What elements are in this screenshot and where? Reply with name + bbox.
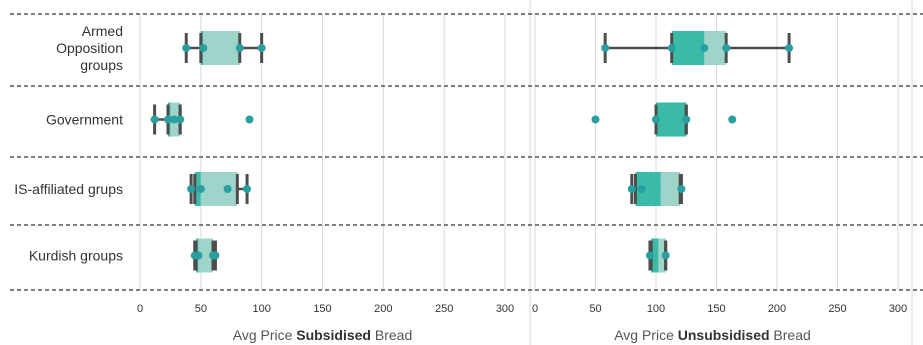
x-axis-title-suffix: Bread [371, 327, 412, 343]
x-tick-label: 250 [828, 303, 846, 315]
data-point [661, 251, 670, 260]
data-point [235, 44, 244, 52]
x-tick-label: 150 [313, 303, 331, 315]
data-point [245, 115, 254, 124]
x-tick-label: 50 [589, 303, 601, 315]
box-upper [203, 31, 240, 65]
x-tick-label: 150 [707, 303, 725, 315]
category-label: Kurdish groups [29, 248, 123, 264]
box-lower [651, 238, 659, 273]
x-tick-label: 0 [137, 303, 143, 315]
category-label-line: groups [80, 57, 123, 73]
x-axis-title-bold: Subsidised [296, 327, 371, 343]
data-point [150, 115, 159, 124]
box-group [182, 31, 266, 65]
box-upper [198, 238, 213, 273]
box-lower [656, 102, 687, 137]
x-axis-title-bold: Unsubsidised [678, 327, 770, 343]
x-tick-label: 200 [374, 303, 392, 315]
category-label-line: Armed [82, 23, 123, 39]
category-label-line: Kurdish groups [29, 248, 123, 264]
x-tick-label: 300 [496, 303, 514, 315]
category-label: IS-affiliated grups [14, 181, 123, 197]
data-point [196, 185, 205, 193]
data-point [785, 44, 794, 52]
box-upper [660, 172, 681, 206]
data-point [682, 115, 691, 124]
data-point [667, 44, 676, 52]
data-point [194, 251, 203, 260]
x-axis-title: Avg Price Subsidised Bread [233, 327, 412, 343]
box-group [190, 238, 220, 273]
category-label-line: Government [46, 112, 123, 128]
data-point [163, 115, 172, 124]
x-axis-title-prefix: Avg Price [233, 327, 297, 343]
data-point [223, 185, 232, 193]
box-group [601, 31, 794, 65]
x-tick-label: 100 [252, 303, 270, 315]
data-point [728, 115, 737, 124]
box-upper [704, 31, 727, 65]
x-tick-label: 0 [532, 303, 538, 315]
data-point [211, 251, 220, 260]
data-point [677, 185, 686, 193]
data-point [591, 115, 600, 124]
box-group [187, 172, 252, 206]
data-point [187, 185, 196, 193]
category-label-line: Opposition [56, 40, 123, 56]
x-tick-label: 100 [647, 303, 665, 315]
data-point [199, 44, 208, 52]
data-point [700, 44, 709, 52]
x-axis-title-prefix: Avg Price [614, 327, 678, 343]
x-axis-title-suffix: Bread [770, 327, 811, 343]
data-point [722, 44, 731, 52]
data-point [627, 185, 636, 193]
box-group [150, 102, 254, 137]
x-tick-label: 50 [195, 303, 207, 315]
box-group [591, 102, 737, 137]
data-point [170, 115, 179, 124]
box-group [645, 238, 670, 273]
data-point [182, 44, 191, 52]
box-lower [671, 31, 705, 65]
category-label: Armed Opposition groups [56, 23, 123, 73]
box-upper [200, 172, 238, 206]
category-label-line: IS-affiliated grups [14, 181, 123, 197]
data-point [257, 44, 266, 52]
box-group [627, 172, 686, 206]
data-point [243, 185, 252, 193]
category-label: Government [46, 112, 123, 128]
x-tick-label: 300 [889, 303, 907, 315]
data-point [601, 44, 610, 52]
data-point [176, 115, 185, 124]
data-point [652, 115, 660, 124]
data-point [637, 185, 646, 193]
data-point [645, 251, 654, 260]
x-tick-label: 200 [768, 303, 786, 315]
x-tick-label: 250 [435, 303, 453, 315]
x-axis-title: Avg Price Unsubsidised Bread [614, 327, 811, 343]
